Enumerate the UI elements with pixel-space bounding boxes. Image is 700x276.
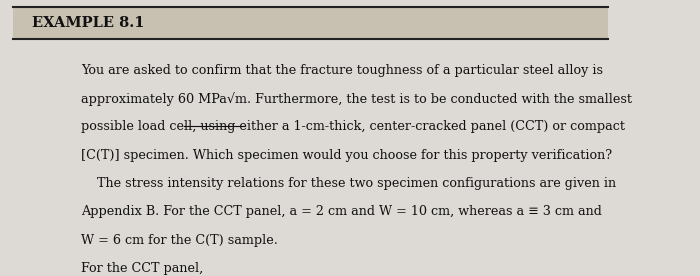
Text: The stress intensity relations for these two specimen configurations are given i: The stress intensity relations for these…	[81, 177, 617, 190]
FancyBboxPatch shape	[13, 7, 608, 39]
Text: approximately 60 MPa√m. Furthermore, the test is to be conducted with the smalle: approximately 60 MPa√m. Furthermore, the…	[81, 92, 632, 106]
Text: You are asked to confirm that the fracture toughness of a particular steel alloy: You are asked to confirm that the fractu…	[81, 64, 603, 77]
Text: For the CCT panel,: For the CCT panel,	[81, 262, 204, 275]
Text: W = 6 cm for the C(T) sample.: W = 6 cm for the C(T) sample.	[81, 234, 278, 247]
Text: possible load cell, using either a 1-cm-thick, center-cracked panel (CCT) or com: possible load cell, using either a 1-cm-…	[81, 120, 625, 133]
Text: [C(T)] specimen. Which specimen would you choose for this property verification?: [C(T)] specimen. Which specimen would yo…	[81, 149, 612, 162]
Text: Appendix B. For the CCT panel, a = 2 cm and W = 10 cm, whereas a ≡ 3 cm and: Appendix B. For the CCT panel, a = 2 cm …	[81, 205, 602, 218]
Text: EXAMPLE 8.1: EXAMPLE 8.1	[32, 16, 144, 30]
